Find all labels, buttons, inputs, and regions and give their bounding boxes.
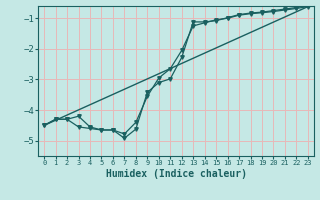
X-axis label: Humidex (Indice chaleur): Humidex (Indice chaleur): [106, 169, 246, 179]
